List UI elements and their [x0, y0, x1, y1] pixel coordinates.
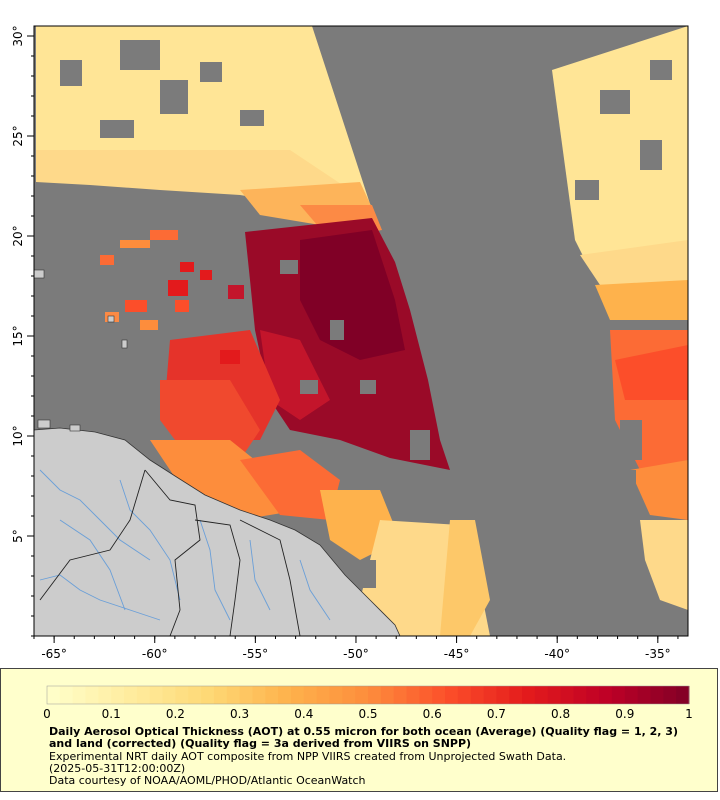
colorbar-cell: [290, 686, 305, 704]
legend-date: (2025-05-31T12:00:00Z): [49, 762, 186, 775]
colorbar-cell: [560, 686, 574, 704]
x-tick-label: -35°: [645, 647, 671, 661]
west-swath: [36, 26, 490, 636]
colorbar-cell: [380, 686, 395, 704]
colorbar-cell: [252, 686, 266, 704]
rivers: [39, 469, 331, 621]
colorbar: 0 0.1 0.2 0.3 0.4 0.5 0.6 0.7 0.8 0.9 1: [43, 685, 693, 721]
colorbar-cell: [393, 686, 408, 704]
colorbar-cell: [355, 686, 369, 704]
colorbar-cell: [124, 686, 138, 704]
colorbar-tick-label: 0.4: [294, 707, 313, 721]
colorbar-tick-label: 0.6: [423, 707, 442, 721]
colorbar-cell: [637, 686, 651, 704]
caribbean-islands: [34, 269, 128, 432]
colorbar-cell: [278, 686, 292, 704]
aot-map: -65° -60° -55° -50° -45° -40° -35° 5° 10° 15° 20° 2…: [11, 25, 689, 661]
y-tick-label: 10°: [11, 425, 25, 446]
colorbar-cell: [201, 686, 215, 704]
colorbar-tick-label: 0.9: [615, 707, 634, 721]
colorbar-cell: [368, 686, 382, 704]
colorbar-cell: [445, 686, 459, 704]
country-borders: [39, 469, 301, 636]
legend-description: Experimental NRT daily AOT composite fro…: [49, 750, 567, 763]
y-tick-label: 30°: [11, 25, 25, 46]
colorbar-cell: [342, 686, 356, 704]
south-america-land: [34, 427, 401, 636]
colorbar-tick-label: 0.5: [358, 707, 377, 721]
colorbar-cell: [47, 686, 61, 704]
colorbar-tick-label: 0.2: [166, 707, 185, 721]
colorbar-cell: [149, 686, 164, 704]
y-tick-label: 15°: [11, 325, 25, 346]
colorbar-cell: [483, 686, 497, 704]
colorbar-cell: [599, 686, 613, 704]
colorbar-cell: [239, 686, 253, 704]
colorbar-cell: [522, 686, 536, 704]
colorbar-tick-label: 0.7: [487, 707, 506, 721]
colorbar-cell: [663, 686, 677, 704]
axis-layer: -65° -60° -55° -50° -45° -40° -35° 5° 10° 15° 20° 2…: [11, 25, 679, 661]
y-tick-label: 5°: [11, 529, 25, 543]
colorbar-cell: [534, 686, 549, 704]
colorbar-cell: [175, 686, 189, 704]
colorbar-cell: [265, 686, 279, 704]
colorbar-cell: [586, 686, 600, 704]
colorbar-tick-label: 0.3: [230, 707, 249, 721]
legend-title: Daily Aerosol Optical Thickness (AOT) at…: [49, 725, 678, 750]
y-tick-label: 20°: [11, 225, 25, 246]
colorbar-cell: [419, 686, 433, 704]
east-swath: [552, 26, 688, 610]
colorbar-cell: [226, 686, 241, 704]
colorbar-cell: [162, 686, 176, 704]
colorbar-frame: [46, 685, 690, 705]
colorbar-cell: [111, 686, 125, 704]
colorbar-cell: [547, 686, 562, 704]
x-tick-label: -60°: [142, 647, 168, 661]
colorbar-tick-label: 0: [43, 707, 51, 721]
colorbar-cell: [509, 686, 523, 704]
colorbar-cell: [496, 686, 510, 704]
colorbar-cell: [470, 686, 485, 704]
colorbar-cell: [624, 686, 639, 704]
colorbar-cell: [316, 686, 330, 704]
colorbar-cell: [329, 686, 343, 704]
x-tick-label: -40°: [544, 647, 570, 661]
colorbar-cell: [72, 686, 87, 704]
legend-credit: Data courtesy of NOAA/AOML/PHOD/Atlantic…: [49, 774, 366, 787]
colorbar-tick-label: 0.1: [102, 707, 121, 721]
colorbar-cell: [573, 686, 587, 704]
colorbar-cell: [303, 686, 318, 704]
plot-frame: [33, 25, 689, 637]
colorbar-cell: [59, 686, 74, 704]
colorbar-tick-label: 1: [685, 707, 693, 721]
colorbar-cell: [406, 686, 420, 704]
y-tick-label: 25°: [11, 125, 25, 146]
colorbar-cell: [457, 686, 472, 704]
colorbar-cell: [611, 686, 626, 704]
colorbar-cell: [85, 686, 99, 704]
colorbar-tick-label: 0.8: [551, 707, 570, 721]
x-tick-label: -65°: [41, 647, 67, 661]
x-tick-label: -50°: [343, 647, 369, 661]
x-tick-label: -45°: [444, 647, 470, 661]
colorbar-cell: [98, 686, 112, 704]
colorbar-cell: [650, 686, 664, 704]
legend-panel: 0 0.1 0.2 0.3 0.4 0.5 0.6 0.7 0.8 0.9 1 Daily Aero…: [0, 668, 718, 792]
colorbar-cell: [136, 686, 151, 704]
colorbar-cell: [213, 686, 228, 704]
colorbar-cell: [676, 686, 690, 704]
colorbar-cell: [188, 686, 202, 704]
colorbar-cell: [432, 686, 446, 704]
x-tick-label: -55°: [243, 647, 269, 661]
